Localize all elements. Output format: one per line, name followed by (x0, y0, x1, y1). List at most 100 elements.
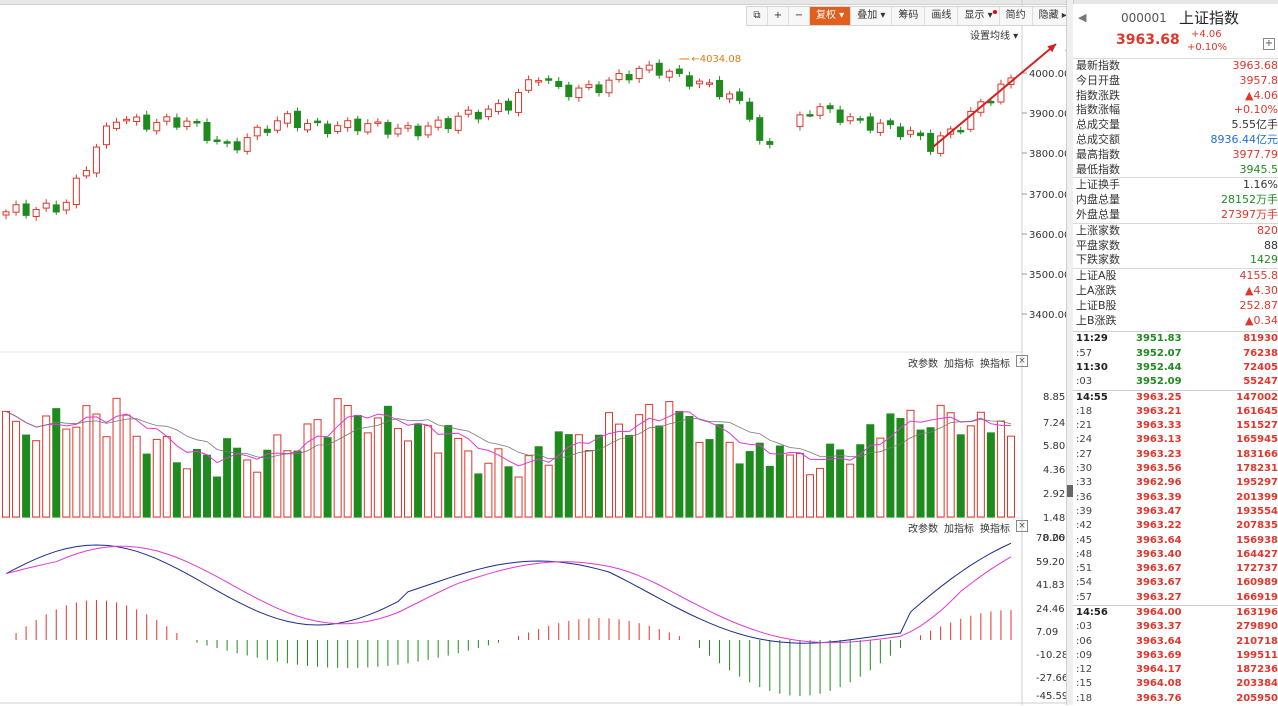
tick-time: :03 (1073, 375, 1136, 389)
candle-down (626, 74, 632, 79)
stat-value: +0.10% (1234, 103, 1278, 118)
overlay-button[interactable]: 叠加 ▾ (851, 7, 892, 25)
volume-bar (33, 441, 40, 517)
volume-bar (796, 454, 803, 517)
candle-down (224, 142, 230, 144)
volume-bar (354, 415, 361, 517)
candle-up (495, 104, 501, 112)
zoom-in-icon[interactable]: + (768, 7, 789, 25)
candle-down (717, 80, 723, 96)
chip-button[interactable]: 筹码 (892, 7, 925, 25)
peak-label: ←4034.08 (691, 54, 741, 65)
volume-axis-label: 8.85 (1043, 392, 1065, 403)
display-button[interactable]: 显示 ▾ (958, 7, 999, 25)
candle-down (53, 205, 59, 212)
volume-bar (967, 426, 974, 517)
stat-row: 指数涨跌▲4.06 (1073, 89, 1278, 104)
volume-bar (244, 460, 251, 517)
index-code: 000001 (1121, 11, 1167, 25)
fuquan-button[interactable]: 复权 ▾ (810, 7, 851, 25)
volume-bar (153, 439, 160, 517)
stat-value: 4155.8 (1240, 269, 1278, 284)
candle-down (144, 115, 150, 129)
ma-setting-link[interactable]: 设置均线 ▾ (970, 27, 1018, 42)
candle-down (214, 140, 220, 142)
volume-bar (957, 435, 964, 517)
stat-value: 1.16% (1243, 178, 1278, 193)
macd-axis-label: -27.66 (1036, 673, 1066, 684)
simple-mode-button[interactable]: 简约 (1000, 7, 1033, 25)
copy-icon[interactable]: ⧉ (747, 7, 768, 25)
volume-bar (445, 426, 452, 517)
tick-volume: 156938 (1200, 534, 1278, 548)
macd-edit-params-link[interactable]: 改参数 (908, 520, 938, 535)
tick-volume: 161645 (1200, 405, 1278, 419)
macd-add-indicator-link[interactable]: 加指标 (944, 520, 974, 535)
volume-bar (666, 402, 673, 517)
volume-bar (163, 437, 170, 517)
candle-up (104, 126, 110, 145)
macd-switch-indicator-link[interactable]: 换指标 (980, 520, 1010, 535)
macd-axis-label: 41.83 (1036, 580, 1065, 591)
candle-down (737, 92, 743, 100)
candle-down (294, 111, 300, 127)
volume-bar (143, 454, 150, 517)
volume-bar (224, 439, 231, 517)
volume-bar (204, 455, 211, 517)
tick-price: 3963.67 (1136, 576, 1200, 590)
volume-bar (987, 433, 994, 517)
volume-close-icon[interactable]: × (1016, 355, 1028, 367)
kline-chart-area[interactable]: 4000.003900.003800.003700.003600.003500.… (0, 0, 1066, 705)
overlay-label: 叠加 (857, 10, 877, 21)
candle-down (897, 127, 903, 137)
volume-bar (515, 477, 522, 517)
volume-bar (817, 468, 824, 517)
stat-row: 上A涨跌▲4.30 (1073, 284, 1278, 299)
volume-bar (264, 450, 271, 517)
volume-bar (867, 425, 874, 517)
volume-bar (234, 448, 241, 517)
price-axis-label: 3400.00 (1029, 310, 1066, 321)
volume-bar (756, 443, 763, 517)
volume-edit-params-link[interactable]: 改参数 (908, 355, 938, 370)
stat-label: 总成交额 (1076, 133, 1120, 148)
candle-up (124, 119, 130, 121)
candle-up (636, 68, 642, 78)
candle-up (727, 94, 733, 99)
macd-axis-label: -10.28 (1036, 650, 1066, 661)
volume-add-indicator-link[interactable]: 加指标 (944, 355, 974, 370)
price-axis-label: 3700.00 (1029, 190, 1066, 201)
volume-bar (606, 413, 613, 517)
volume-bar (103, 437, 110, 517)
prev-arrow-icon[interactable]: ◀ (1078, 11, 1086, 24)
tick-price: 3952.07 (1136, 347, 1200, 361)
candle-up (516, 93, 522, 113)
volume-bar (937, 405, 944, 517)
macd-close-icon[interactable]: × (1016, 520, 1028, 532)
tick-time: :48 (1073, 548, 1136, 562)
volume-bar (746, 452, 753, 517)
add-icon[interactable]: + (1263, 38, 1275, 50)
stat-value: 252.87 (1240, 299, 1278, 314)
tick-volume: 205950 (1200, 692, 1278, 706)
tick-time: 11:30 (1073, 361, 1136, 375)
volume-switch-indicator-link[interactable]: 换指标 (980, 355, 1010, 370)
kline-chart-canvas[interactable]: 4000.003900.003800.003700.003600.003500.… (0, 0, 1066, 705)
tick-price: 3963.47 (1136, 505, 1200, 519)
draw-line-button[interactable]: 画线 (925, 7, 958, 25)
tick-price: 3963.56 (1136, 462, 1200, 476)
tick-volume: 193554 (1200, 505, 1278, 519)
macd-axis-label: 24.46 (1036, 604, 1065, 615)
zoom-out-icon[interactable]: − (789, 7, 810, 25)
volume-pane-links: 改参数 加指标 换指标 × (908, 355, 1028, 370)
tick-time: :03 (1073, 620, 1136, 634)
volume-bar (435, 453, 442, 517)
candle-down (234, 142, 240, 150)
